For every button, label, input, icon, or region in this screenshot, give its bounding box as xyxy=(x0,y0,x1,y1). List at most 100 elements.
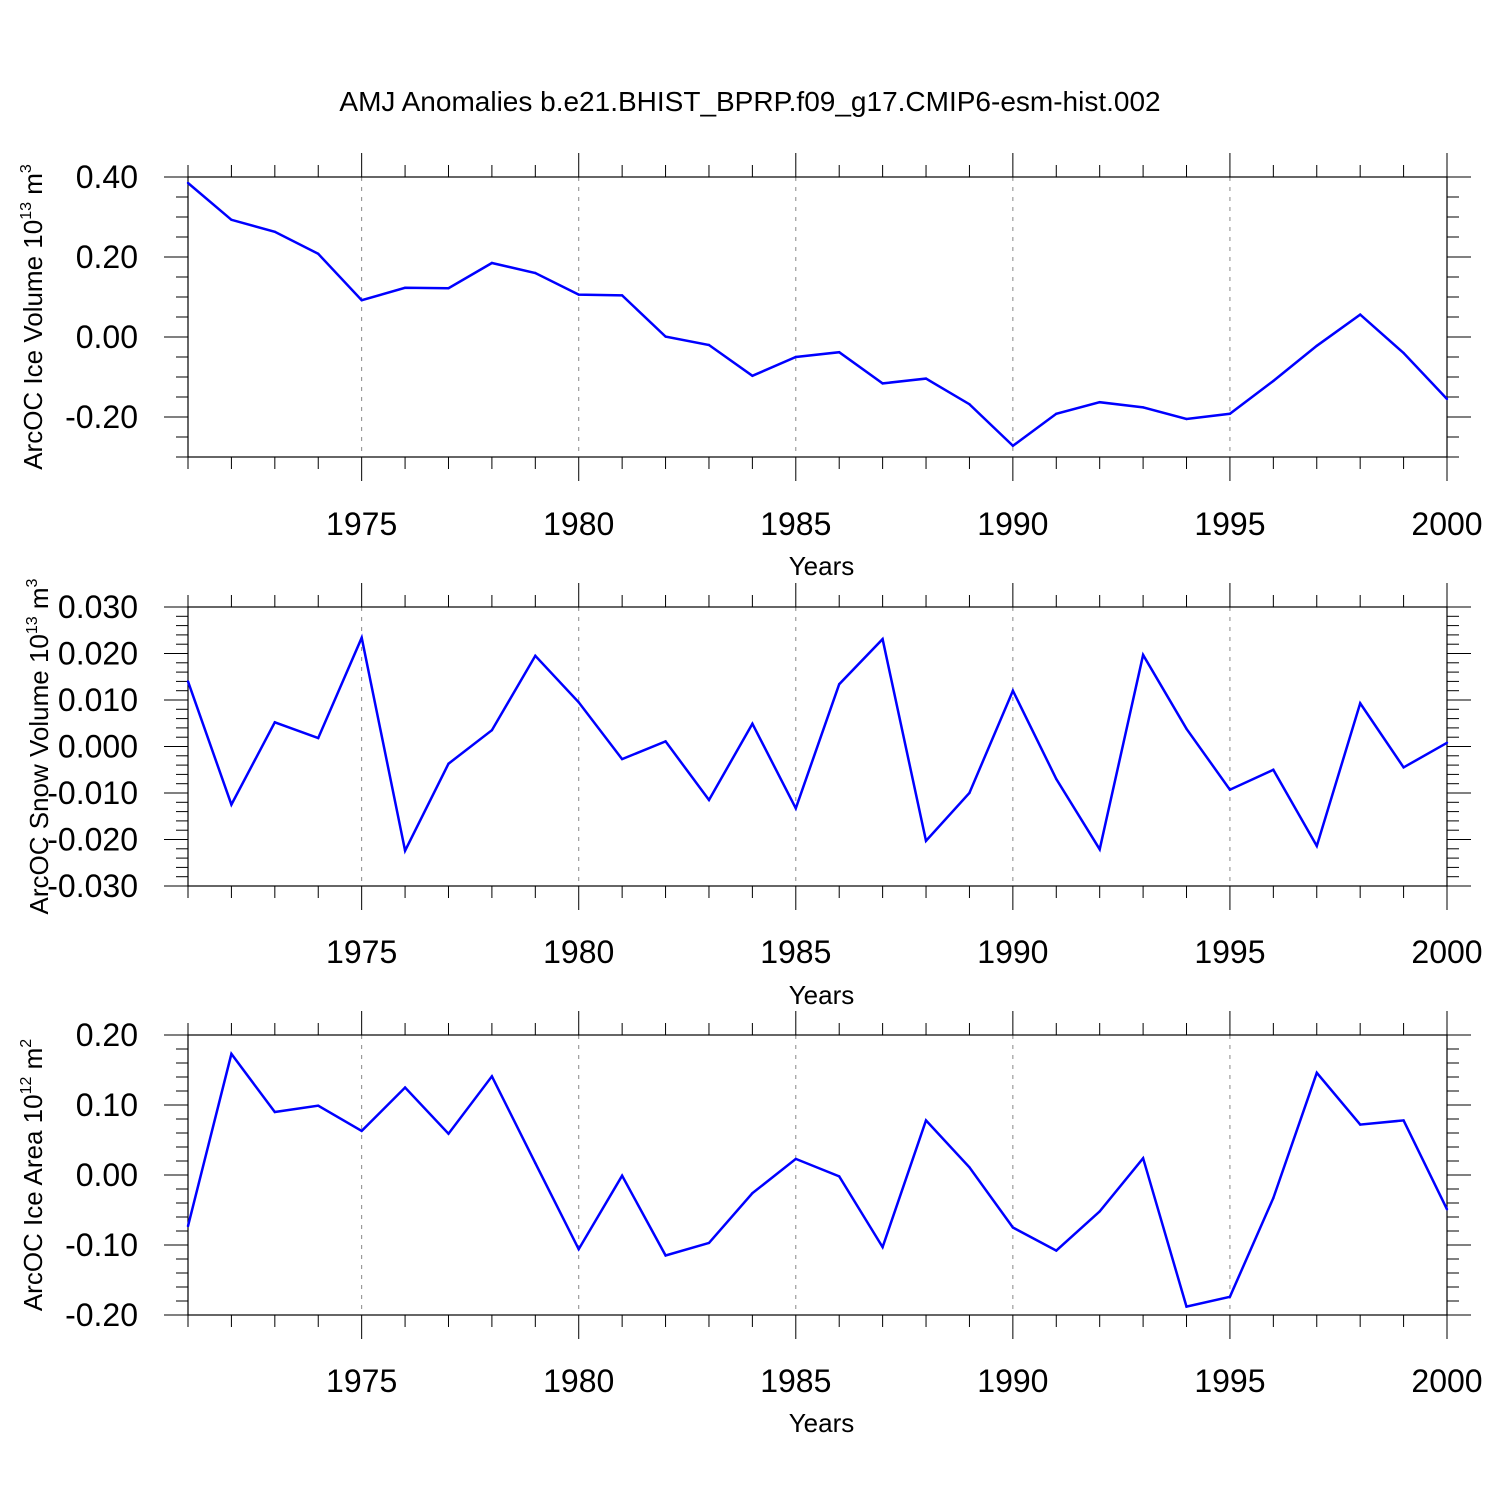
data-point-2000 xyxy=(1445,1208,1449,1211)
y-tick-label: -0.10 xyxy=(65,1227,138,1263)
data-point-1991 xyxy=(1055,777,1058,781)
data-point-1995 xyxy=(1228,788,1232,791)
data-point-1980 xyxy=(577,1248,580,1251)
data-point-1977 xyxy=(447,287,450,290)
data-point-1996 xyxy=(1272,768,1275,771)
data-point-1988 xyxy=(924,839,928,843)
x-tick-label: 2000 xyxy=(1411,506,1482,542)
data-point-1976 xyxy=(403,849,407,852)
y-axis-label-unit: m xyxy=(18,173,48,202)
y-axis-label-main: ArcOC Ice Area 10 xyxy=(18,1094,48,1311)
data-point-1976 xyxy=(403,286,407,289)
y-tick-label: 0.20 xyxy=(76,1017,138,1053)
series-line xyxy=(186,633,1448,855)
data-point-1975 xyxy=(360,1129,363,1133)
series-line xyxy=(186,1051,1449,1309)
data-point-1995 xyxy=(1228,412,1232,415)
data-point-1979 xyxy=(534,271,537,275)
data-point-1991 xyxy=(1055,1249,1058,1252)
y-axis-label: ArcOC Snow Volume 1013 m3 xyxy=(24,578,54,914)
data-point-1981 xyxy=(620,757,624,761)
x-tick-label: 1995 xyxy=(1194,934,1265,970)
data-point-1977 xyxy=(447,762,450,765)
x-axis-label: Years xyxy=(789,1408,855,1438)
data-point-1999 xyxy=(1402,351,1405,355)
data-point-1986 xyxy=(838,682,841,686)
y-axis-label-unit: m xyxy=(24,587,54,616)
data-point-1984 xyxy=(751,374,754,377)
data-point-1978 xyxy=(490,729,494,732)
x-tick-label: 1985 xyxy=(760,934,831,970)
data-point-1993 xyxy=(1141,653,1145,657)
data-point-1992 xyxy=(1098,1210,1101,1213)
data-point-1989 xyxy=(968,791,971,795)
x-tick-label: 2000 xyxy=(1411,1363,1482,1399)
data-point-1990 xyxy=(1011,689,1015,692)
data-point-1993 xyxy=(1141,1157,1145,1160)
data-point-1973 xyxy=(273,721,277,724)
x-tick-label: 1980 xyxy=(543,1363,614,1399)
x-axis-label: Years xyxy=(789,980,855,1010)
data-point-1972 xyxy=(230,1052,233,1056)
x-tick-label: 1990 xyxy=(977,934,1048,970)
panel-ice-area: -0.20 -0.10 0.00 0.10 0.20 1975 1980 1985 1990 19… xyxy=(18,1011,1483,1438)
y-axis-label: ArcOC Ice Area 1012 m2 xyxy=(18,1039,48,1311)
data-point-1978 xyxy=(490,1075,494,1078)
y-axis-label-unit-exponent: 3 xyxy=(24,578,41,587)
y-tick-label: -0.20 xyxy=(65,1297,138,1333)
y-tick-label: 0.20 xyxy=(76,239,138,275)
data-point-1979 xyxy=(534,1161,537,1165)
data-point-1987 xyxy=(881,637,884,641)
data-point-1983 xyxy=(707,798,711,802)
data-point-1997 xyxy=(1315,344,1318,347)
data-point-1985 xyxy=(794,1157,797,1161)
y-axis-label-unit-exponent: 3 xyxy=(18,164,35,173)
data-point-2000 xyxy=(1445,397,1449,401)
data-point-1975 xyxy=(360,299,363,302)
data-point-1998 xyxy=(1358,702,1362,705)
data-point-1990 xyxy=(1011,444,1015,447)
y-axis-label-exponent: 13 xyxy=(18,202,35,220)
plot-frame xyxy=(187,176,1448,458)
data-point-1999 xyxy=(1402,766,1405,769)
data-point-1986 xyxy=(838,1175,841,1178)
x-tick-label: 1990 xyxy=(977,1363,1048,1399)
data-point-1998 xyxy=(1358,1123,1362,1126)
data-point-1976 xyxy=(403,1086,407,1089)
data-point-1988 xyxy=(924,1119,928,1122)
data-point-1981 xyxy=(620,294,624,297)
y-tick-label: -0.030 xyxy=(47,868,138,904)
data-point-1990 xyxy=(1011,1226,1015,1229)
series-line xyxy=(187,182,1448,448)
data-point-1997 xyxy=(1315,1071,1318,1075)
panel-snow-volume: -0.030 -0.020 -0.010 0.000 0.010 0.020 0.030 19… xyxy=(24,578,1483,1010)
y-tick-label: -0.020 xyxy=(47,822,138,858)
y-axis-label-unit-exponent: 2 xyxy=(18,1039,35,1048)
x-tick-label: 1995 xyxy=(1194,506,1265,542)
y-tick-label: 0.00 xyxy=(76,1157,138,1193)
data-point-1991 xyxy=(1055,412,1058,415)
data-point-1979 xyxy=(534,654,537,658)
y-tick-label: -0.010 xyxy=(47,775,138,811)
data-point-1982 xyxy=(664,1254,667,1257)
data-point-1989 xyxy=(968,1166,971,1169)
data-point-1985 xyxy=(794,355,797,359)
data-point-1971 xyxy=(186,1224,190,1228)
y-axis-label-main: ArcOC Ice Volume 10 xyxy=(18,220,48,470)
data-point-1995 xyxy=(1228,1295,1232,1299)
data-point-1985 xyxy=(794,807,797,810)
data-point-1996 xyxy=(1272,1196,1275,1200)
data-point-1974 xyxy=(317,736,320,740)
data-point-1996 xyxy=(1272,379,1275,383)
x-axis-label: Years xyxy=(789,551,855,581)
y-tick-label: 0.10 xyxy=(76,1087,138,1123)
y-tick-label: 0.40 xyxy=(76,159,138,195)
data-point-1986 xyxy=(838,351,841,354)
data-point-1983 xyxy=(707,1241,711,1245)
data-point-1973 xyxy=(273,230,277,233)
data-point-1981 xyxy=(620,1174,624,1177)
x-tick-label: 1975 xyxy=(326,1363,397,1399)
plot-frame xyxy=(187,1034,1448,1316)
data-point-1983 xyxy=(707,343,711,347)
